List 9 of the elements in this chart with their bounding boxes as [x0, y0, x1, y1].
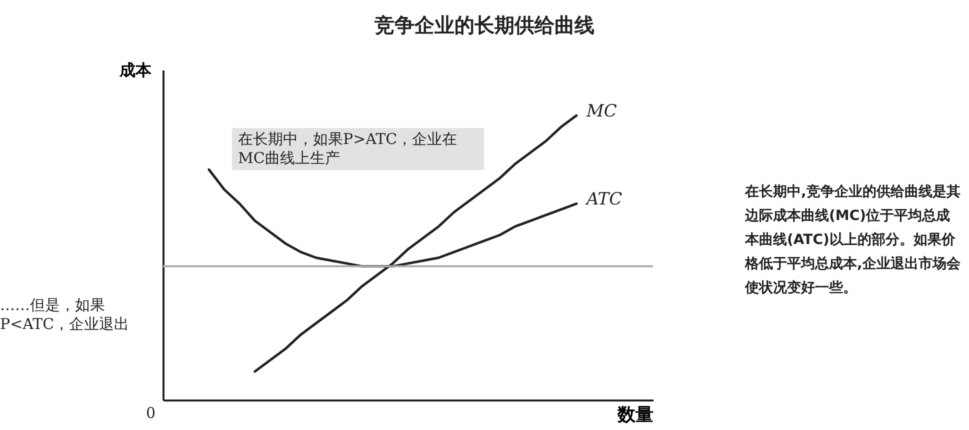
- y-axis-title: 成本: [118, 60, 152, 80]
- series-label: ATC: [584, 190, 622, 210]
- chart-title: 竞争企业的长期供给曲线: [374, 12, 596, 39]
- text: 在长期中,竞争企业的供给曲线是其边际成本曲线(MC)位于平均总成本曲线(ATC)以上的部分。如果价格低于平均总成本,企业退出市场会使状况变好一些。: [745, 182, 962, 298]
- annotation: 在长期中，如果P>ATC，企业在MC曲线上生产: [232, 128, 484, 170]
- series-label: MC: [585, 102, 617, 122]
- text: ……但是，如果P<ATC，企业退出: [0, 296, 158, 334]
- x-axis-title: 数量: [616, 404, 654, 426]
- text: 0: [146, 404, 156, 422]
